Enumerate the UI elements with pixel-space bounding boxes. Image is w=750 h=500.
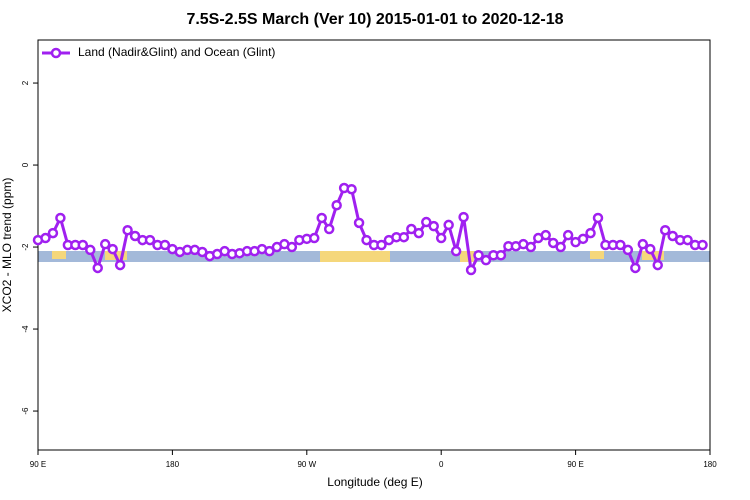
point bbox=[346, 183, 357, 195]
point bbox=[85, 244, 96, 256]
x-tick-label: 0 bbox=[439, 460, 444, 469]
point bbox=[615, 239, 626, 251]
point bbox=[398, 231, 410, 243]
point bbox=[450, 245, 462, 257]
y-tick-label: 0 bbox=[21, 162, 30, 167]
point bbox=[114, 259, 126, 271]
point bbox=[264, 245, 275, 257]
y-axis-label: XCO2 - MLO trend (ppm) bbox=[0, 178, 14, 313]
x-tick-label: 180 bbox=[166, 460, 180, 469]
point bbox=[630, 262, 641, 274]
point bbox=[353, 217, 365, 229]
y-tick-label: -4 bbox=[21, 325, 30, 333]
land-patch bbox=[460, 251, 474, 262]
y-tick-label: -2 bbox=[21, 243, 30, 251]
point bbox=[129, 230, 141, 242]
point bbox=[547, 237, 559, 249]
y-tick-label: -6 bbox=[21, 407, 30, 415]
point bbox=[540, 229, 551, 241]
point bbox=[637, 238, 649, 250]
point bbox=[682, 234, 693, 246]
point bbox=[577, 233, 589, 245]
point bbox=[585, 227, 596, 239]
point bbox=[645, 243, 656, 255]
legend-marker bbox=[50, 47, 62, 59]
point bbox=[144, 234, 156, 246]
point bbox=[480, 254, 492, 266]
point bbox=[473, 250, 484, 261]
x-tick-label: 180 bbox=[703, 460, 717, 469]
point bbox=[555, 241, 566, 253]
x-tick-label: 90 W bbox=[297, 460, 316, 469]
x-tick-label: 90 E bbox=[567, 460, 583, 469]
point bbox=[406, 223, 417, 235]
land-ocean-band bbox=[38, 251, 710, 262]
legend-label: Land (Nadir&Glint) and Ocean (Glint) bbox=[78, 45, 275, 59]
point bbox=[316, 212, 327, 224]
point bbox=[443, 219, 454, 231]
point bbox=[421, 216, 432, 228]
land-patch bbox=[320, 251, 390, 262]
point bbox=[495, 250, 507, 261]
point bbox=[331, 199, 342, 211]
point bbox=[525, 241, 537, 253]
point bbox=[77, 239, 89, 251]
point bbox=[47, 227, 59, 239]
point bbox=[435, 232, 447, 244]
point bbox=[562, 229, 574, 241]
y-tick-label: 2 bbox=[21, 80, 30, 85]
point bbox=[99, 238, 111, 250]
point bbox=[122, 224, 133, 236]
point bbox=[697, 239, 708, 251]
point bbox=[592, 212, 604, 224]
point bbox=[55, 212, 66, 224]
point bbox=[376, 239, 387, 251]
point bbox=[465, 264, 477, 276]
point bbox=[361, 234, 372, 246]
point bbox=[458, 211, 469, 223]
point bbox=[413, 227, 425, 239]
point bbox=[309, 232, 320, 244]
point bbox=[159, 239, 171, 251]
point bbox=[622, 244, 634, 256]
point bbox=[323, 223, 335, 235]
point bbox=[107, 243, 118, 255]
point bbox=[286, 241, 298, 253]
point bbox=[197, 246, 208, 258]
x-tick-label: 90 E bbox=[30, 460, 46, 469]
point bbox=[428, 220, 439, 232]
point bbox=[659, 224, 671, 236]
land-patch bbox=[52, 251, 66, 259]
point bbox=[92, 262, 103, 274]
legend-item: Land (Nadir&Glint) and Ocean (Glint) bbox=[42, 45, 275, 59]
chart-title: 7.5S-2.5S March (Ver 10) 2015-01-01 to 2… bbox=[186, 11, 563, 28]
point bbox=[652, 259, 663, 271]
x-axis-label: Longitude (deg E) bbox=[327, 475, 422, 489]
point bbox=[40, 232, 51, 244]
land-patch bbox=[590, 251, 604, 259]
point bbox=[667, 230, 678, 242]
